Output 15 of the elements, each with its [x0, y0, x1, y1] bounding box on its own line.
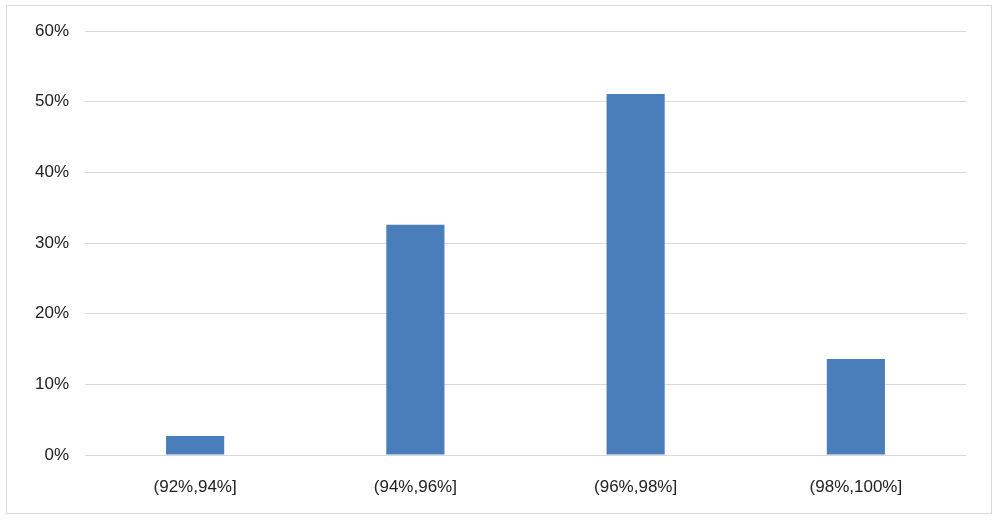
- x-tick-label: (98%,100%]: [809, 476, 903, 496]
- y-tick-label: 50%: [34, 91, 69, 111]
- y-tick-label: 20%: [34, 303, 69, 323]
- x-tick-label: (94%,96%]: [373, 476, 457, 496]
- y-tick-label: 30%: [34, 232, 69, 252]
- bar: [606, 93, 665, 455]
- y-tick-label: 10%: [34, 374, 69, 394]
- bar: [386, 224, 445, 455]
- x-tick-label: (96%,98%]: [594, 476, 678, 496]
- y-tick-label: 0%: [44, 444, 69, 464]
- x-tick-label: (92%,94%]: [153, 476, 237, 496]
- y-tick-label: 40%: [34, 162, 69, 182]
- bar: [166, 435, 225, 455]
- y-tick-label: 60%: [34, 20, 69, 40]
- bar: [826, 358, 885, 455]
